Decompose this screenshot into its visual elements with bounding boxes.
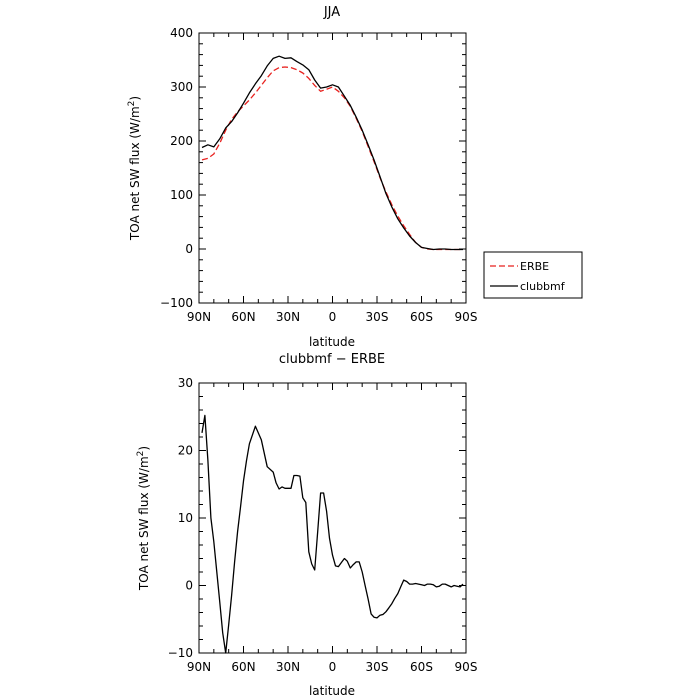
plot-area	[201, 414, 464, 654]
panel-bottom: clubbmf − ERBE −10 0 10 20 30 90N 60N 30N 0 30S 6…	[136, 352, 477, 698]
legend-label-erbe: ERBE	[520, 260, 549, 273]
y-tick-label: −10	[168, 646, 193, 660]
x-tick-label: 30S	[366, 660, 389, 674]
y-axis: −10 0 10 20 30	[168, 376, 466, 660]
y-tick-label: 100	[170, 188, 193, 202]
x-tick-label: 90N	[187, 310, 211, 324]
y-tick-label: 20	[178, 444, 193, 458]
x-tick-label: 30S	[366, 310, 389, 324]
y-tick-label: 10	[178, 511, 193, 525]
x-tick-label: 30N	[276, 310, 300, 324]
legend: ERBE clubbmf	[483, 251, 583, 299]
x-tick-label: 90N	[187, 660, 211, 674]
x-tick-label: 60N	[231, 310, 255, 324]
x-axis: 90N 60N 30N 0 30S 60S 90S	[187, 33, 478, 324]
y-axis-label: TOA net SW flux (W/m2)	[136, 446, 151, 591]
x-tick-label: 0	[329, 310, 337, 324]
series-line-erbe	[201, 66, 463, 251]
chart-title: clubbmf − ERBE	[279, 352, 385, 367]
plot-area	[201, 55, 463, 251]
y-tick-label: 300	[170, 80, 193, 94]
x-axis: 90N 60N 30N 0 30S 60S 90S	[187, 383, 478, 674]
y-tick-label: 0	[185, 579, 193, 593]
y-tick-label: −100	[160, 296, 193, 310]
y-tick-label: 400	[170, 26, 193, 40]
y-axis-label: TOA net SW flux (W/m2)	[127, 96, 142, 241]
x-tick-label: 0	[329, 660, 337, 674]
chart-title: JJA	[323, 5, 340, 20]
x-tick-label: 90S	[455, 310, 478, 324]
x-tick-label: 60S	[410, 660, 433, 674]
x-axis-label: latitude	[309, 335, 355, 349]
x-axis-label: latitude	[309, 684, 355, 698]
y-tick-label: 0	[185, 242, 193, 256]
x-tick-label: 60N	[231, 660, 255, 674]
x-tick-label: 60S	[410, 310, 433, 324]
y-tick-label: 200	[170, 134, 193, 148]
legend-box	[483, 251, 583, 299]
series-line-difference	[201, 414, 464, 654]
y-tick-label: 30	[178, 376, 193, 390]
x-tick-label: 30N	[276, 660, 300, 674]
legend-label-clubbmf: clubbmf	[520, 280, 566, 293]
series-line-clubbmf	[201, 55, 463, 251]
plot-frame	[198, 32, 467, 304]
y-axis: −100 0 100 200 300 400	[160, 26, 466, 310]
x-tick-label: 90S	[455, 660, 478, 674]
